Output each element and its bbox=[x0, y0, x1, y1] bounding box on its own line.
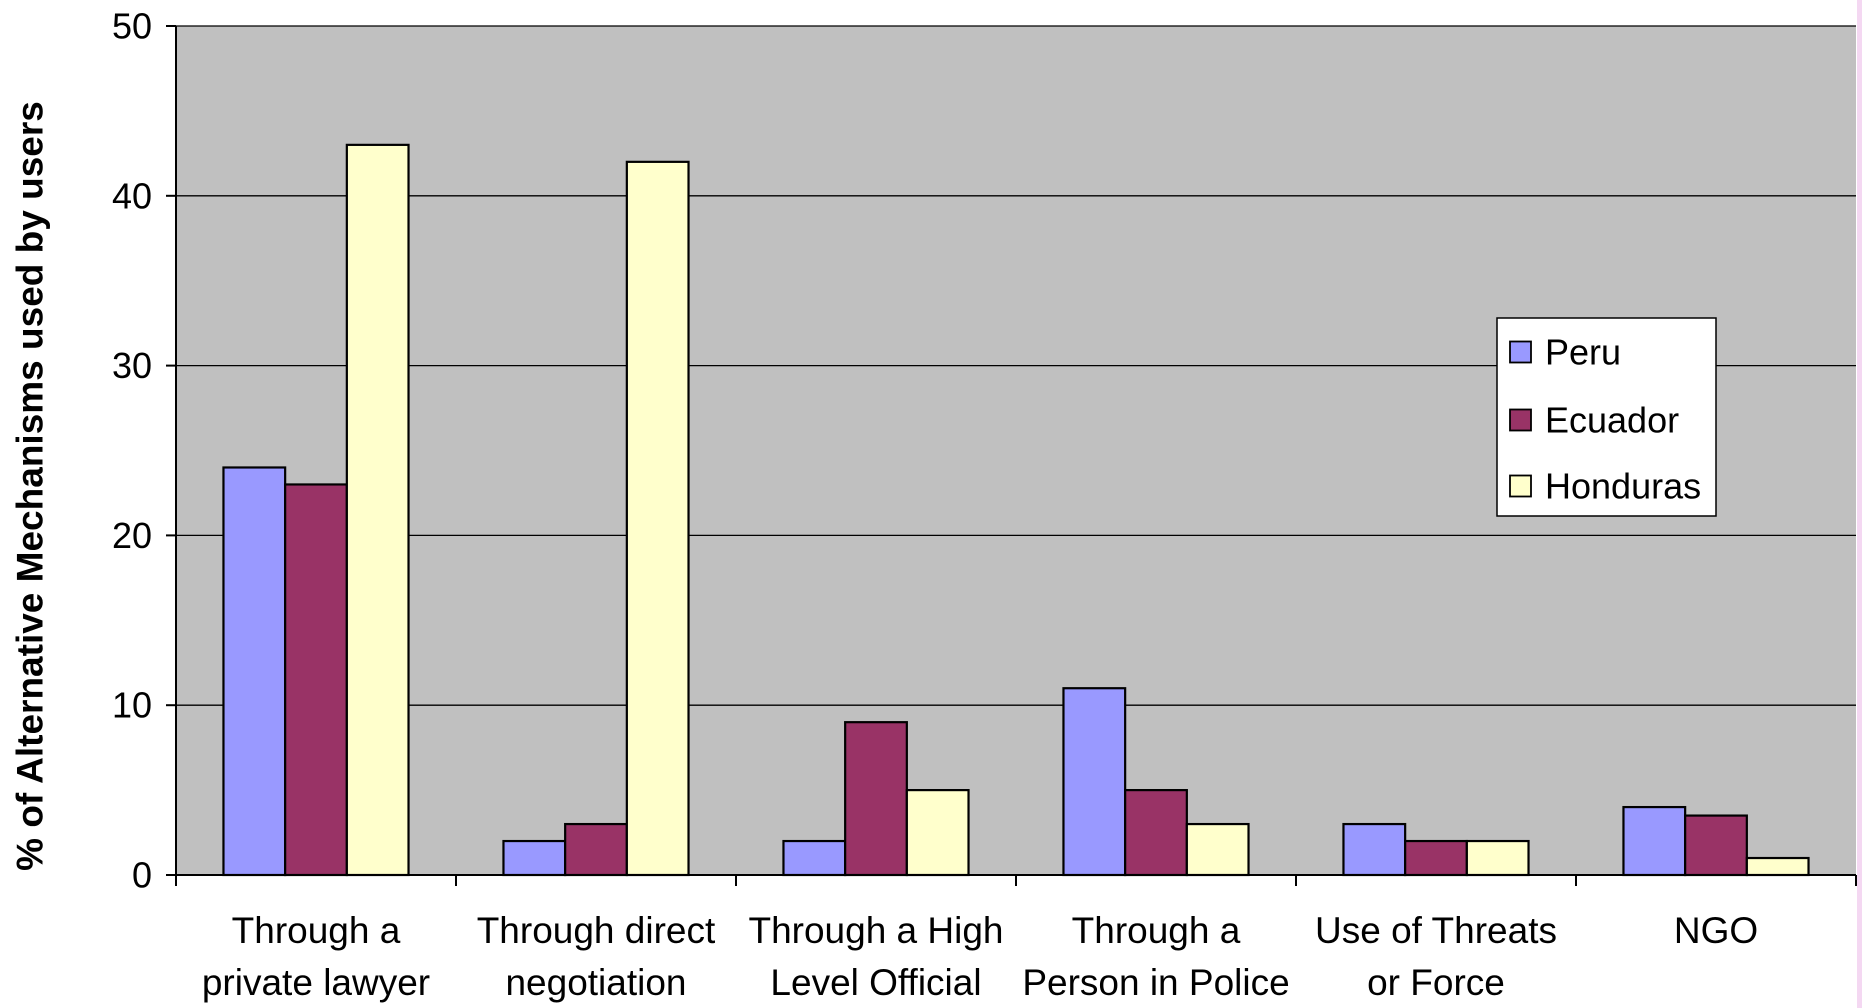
bar-peru-ngo bbox=[1622, 805, 1687, 877]
x-tick-label-line: private lawyer bbox=[202, 962, 430, 1003]
bar-peru-through-direct-negotiation bbox=[502, 839, 567, 877]
x-tick-label-line: negotiation bbox=[505, 962, 686, 1003]
bar-honduras-use-of-threats-or-force bbox=[1465, 839, 1530, 877]
bar-ecuador-through-a-person-in-police bbox=[1124, 788, 1188, 877]
x-tick-label-through-direct-negotiation: Through direct negotiation bbox=[477, 910, 716, 1003]
legend-label-honduras: Honduras bbox=[1545, 466, 1701, 507]
bar-honduras-through-direct-negotiation bbox=[625, 160, 690, 877]
bar-honduras-through-a-private-lawyer bbox=[345, 143, 410, 877]
y-tick-label: 40 bbox=[112, 175, 152, 216]
right-edge-strip bbox=[1857, 0, 1862, 1008]
x-tick-label-use-of-threats-or-force: Use of Threats or Force bbox=[1315, 910, 1557, 1003]
x-tick-label-line: Through a bbox=[1072, 910, 1241, 951]
bar-ecuador-through-a-private-lawyer bbox=[284, 483, 348, 877]
y-tick-label: 50 bbox=[112, 6, 152, 47]
bar-peru-through-a-private-lawyer bbox=[222, 466, 287, 877]
x-tick-label-line: Through a High bbox=[748, 910, 1003, 951]
legend-label-peru: Peru bbox=[1545, 332, 1621, 373]
x-tick-label-line: Use of Threats bbox=[1315, 910, 1557, 951]
x-tick-label-line: Through a bbox=[232, 910, 401, 951]
x-tick-label-line: Through direct bbox=[477, 910, 716, 951]
bar-honduras-through-a-high-level-official bbox=[905, 788, 970, 877]
x-tick-label-through-a-high-level-official: Through a High Level Official bbox=[748, 910, 1003, 1003]
bar-ecuador-ngo bbox=[1684, 814, 1748, 877]
y-tick-label: 20 bbox=[112, 515, 152, 556]
x-tick-label-line: NGO bbox=[1674, 910, 1758, 951]
bar-ecuador-use-of-threats-or-force bbox=[1404, 839, 1468, 877]
bar-peru-through-a-person-in-police bbox=[1062, 687, 1127, 877]
bars-group bbox=[222, 143, 1810, 877]
bar-honduras-ngo bbox=[1745, 856, 1810, 877]
x-tick-label-line: Level Official bbox=[770, 962, 981, 1003]
legend: Peru Ecuador Honduras bbox=[1496, 317, 1717, 517]
legend-box bbox=[1496, 317, 1717, 517]
x-tick-label-line: Person in Police bbox=[1022, 962, 1289, 1003]
x-tick-label-through-a-person-in-police: Through a Person in Police bbox=[1022, 910, 1289, 1003]
bar-ecuador-through-a-high-level-official bbox=[844, 721, 908, 877]
x-tick-label-through-a-private-lawyer: Through a private lawyer bbox=[202, 910, 430, 1003]
y-tick-label: 30 bbox=[112, 345, 152, 386]
bar-peru-use-of-threats-or-force bbox=[1342, 822, 1407, 877]
bar-honduras-through-a-person-in-police bbox=[1185, 822, 1250, 877]
legend-label-ecuador: Ecuador bbox=[1545, 400, 1679, 441]
x-tick-label-ngo: NGO bbox=[1674, 910, 1758, 951]
x-tick-label-line: or Force bbox=[1367, 962, 1505, 1003]
legend-swatch-peru bbox=[1509, 340, 1532, 364]
bar-peru-through-a-high-level-official bbox=[782, 839, 847, 877]
y-tick-label: 0 bbox=[132, 855, 152, 896]
bar-ecuador-through-direct-negotiation bbox=[564, 822, 628, 877]
y-axis-title: % of Alternative Mechanisms used by user… bbox=[10, 101, 51, 871]
legend-swatch-honduras bbox=[1509, 474, 1532, 498]
legend-swatch-ecuador bbox=[1509, 408, 1532, 432]
y-tick-label: 10 bbox=[112, 685, 152, 726]
